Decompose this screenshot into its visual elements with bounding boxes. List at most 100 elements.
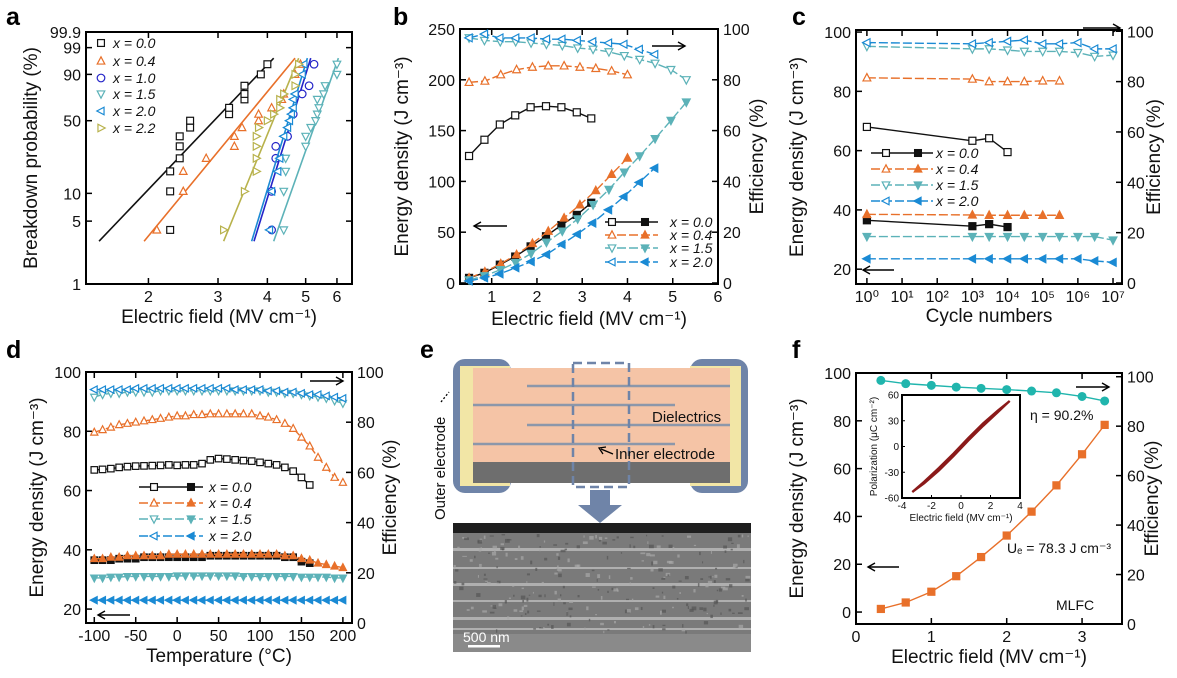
data-point <box>332 70 342 80</box>
series-5 <box>219 57 305 242</box>
energy-point <box>263 572 273 582</box>
efficiency-point <box>214 454 223 463</box>
sem-grain <box>551 625 554 629</box>
efficiency-point <box>862 122 872 132</box>
energy-point <box>89 595 98 605</box>
sem-grain <box>496 566 498 569</box>
efficiency-point <box>480 135 489 144</box>
data-point <box>175 132 184 141</box>
data-point <box>252 166 262 177</box>
sem-grain <box>745 598 747 602</box>
energy-line <box>468 101 687 281</box>
energy-point <box>967 232 978 243</box>
sem-grain <box>527 610 530 614</box>
efficiency-point <box>231 456 239 464</box>
sem-grain <box>710 550 712 554</box>
x-axis-title: Temperature (°C) <box>146 646 292 667</box>
energy-point <box>1002 232 1013 243</box>
efficiency-point <box>861 37 871 48</box>
sem-grain <box>745 575 751 579</box>
inset-y-axis-title: Polarization (μC cm⁻²) <box>869 397 880 496</box>
efficiency-point <box>463 32 473 43</box>
energy-point <box>97 553 108 563</box>
legend-marker-filled <box>186 515 196 525</box>
energy-point <box>139 550 149 560</box>
energy-point <box>337 595 347 605</box>
efficiency-point <box>106 421 116 431</box>
sem-grain <box>666 560 672 564</box>
sem-grain <box>536 610 541 612</box>
efficiency-point <box>556 34 566 45</box>
efficiency-point <box>540 34 551 45</box>
sem-grain <box>524 612 527 615</box>
y-tick-label: 100 <box>824 366 851 383</box>
energy-point <box>113 595 123 605</box>
efficiency-point <box>197 409 207 419</box>
y-tick-label: 50 <box>63 114 81 131</box>
sem-grain <box>462 555 467 557</box>
energy-point <box>205 595 214 605</box>
data-point <box>278 226 289 236</box>
energy-point <box>983 253 993 264</box>
energy-point <box>205 572 215 582</box>
efficiency-point <box>313 452 323 461</box>
efficiency-point <box>572 108 581 117</box>
legend-marker <box>95 106 105 116</box>
legend-marker-filled <box>186 482 196 492</box>
sem-grain <box>713 600 718 605</box>
legend-marker-open <box>149 482 159 492</box>
x-tick-label: -100 <box>78 628 110 645</box>
y2-tick-label: 60 <box>723 124 741 141</box>
sem-grain <box>656 545 661 548</box>
energy-point <box>313 573 323 583</box>
energy-point <box>1052 481 1061 490</box>
fit-line <box>222 57 300 242</box>
efficiency-point <box>198 459 206 468</box>
data-point <box>263 115 273 126</box>
data-point <box>252 141 262 152</box>
efficiency-point <box>926 380 936 390</box>
energy-point <box>280 572 290 582</box>
sem-grain <box>630 577 633 580</box>
efficiency-point <box>288 423 298 432</box>
efficiency-point <box>138 383 148 393</box>
sem-grain <box>520 595 526 600</box>
energy-point <box>1002 209 1013 219</box>
energy-point <box>172 572 182 582</box>
efficiency-point <box>968 136 977 145</box>
efficiency-line <box>880 379 1105 402</box>
efficiency-point <box>557 103 566 112</box>
data-point <box>278 187 289 197</box>
y-tick-label: 90 <box>63 67 81 84</box>
sem-grain <box>597 588 600 591</box>
data-point <box>280 89 290 99</box>
data-point <box>314 104 324 114</box>
data-point <box>272 166 282 177</box>
energy-point <box>238 572 249 582</box>
data-point <box>280 154 291 164</box>
sem-grain <box>595 614 597 616</box>
sem-grain <box>738 624 744 629</box>
sem-grain <box>512 585 515 587</box>
sem-grain <box>554 572 558 575</box>
energy-point <box>540 249 551 260</box>
x-axis-title: Cycle numbers <box>926 306 1053 327</box>
energy-point <box>313 557 323 567</box>
sem-grain <box>647 541 649 545</box>
efficiency-point <box>305 481 314 489</box>
sem-grain <box>483 578 488 580</box>
y2-tick-label: 40 <box>723 174 741 191</box>
energy-point <box>338 562 348 572</box>
legend-label: x = 2.0 <box>112 103 156 119</box>
sem-grain <box>557 598 561 602</box>
efficiency-point <box>213 383 223 393</box>
sem-grain <box>663 576 666 578</box>
inset-x-tick-label: 4 <box>1017 501 1023 512</box>
efficiency-point <box>602 38 613 48</box>
energy-line <box>866 235 1114 241</box>
efficiency-point <box>272 461 281 469</box>
legend-marker <box>96 90 106 100</box>
sem-grain <box>496 580 501 584</box>
series-4 <box>250 57 309 242</box>
data-point <box>274 153 284 164</box>
